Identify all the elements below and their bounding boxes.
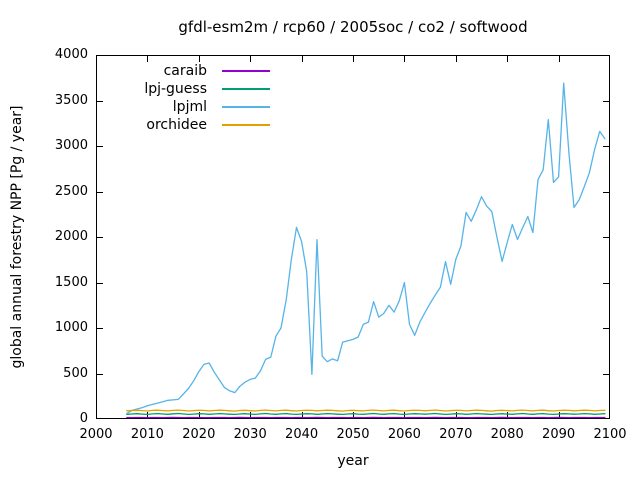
- x-axis-label: year: [337, 453, 369, 469]
- y-tick-label: 2000: [54, 229, 88, 244]
- legend-label-orchidee: orchidee: [146, 117, 207, 133]
- legend: caraib lpj-guess lpjml orchidee: [96, 62, 270, 134]
- legend-item-orchidee: orchidee: [96, 116, 270, 134]
- x-tick-label: 2080: [490, 427, 524, 442]
- y-axis-label: global annual forestry NPP [Pg / year]: [9, 105, 25, 369]
- y-tick-label: 1500: [54, 274, 88, 290]
- x-tick-label: 2010: [130, 427, 164, 442]
- legend-line-lpjml-icon: [222, 106, 270, 108]
- x-tick-label: 2040: [285, 427, 319, 442]
- chart-title: gfdl-esm2m / rcp60 / 2005soc / co2 / sof…: [178, 18, 528, 36]
- x-tick-label: 2070: [439, 427, 473, 442]
- y-tick-label: 3000: [54, 138, 88, 153]
- legend-line-orchidee-icon: [222, 124, 270, 126]
- x-tick-label: 2100: [593, 427, 627, 442]
- legend-item-caraib: caraib: [96, 62, 270, 80]
- y-tick-label: 3500: [54, 92, 88, 108]
- y-tick-label: 2500: [54, 183, 88, 199]
- plot-svg: [96, 55, 610, 419]
- y-tick-label: 1000: [54, 320, 88, 335]
- y-tick-label: 500: [63, 365, 88, 381]
- x-tick-label: 2030: [233, 427, 267, 442]
- y-tick-label: 0: [79, 411, 88, 426]
- y-tick-label: 4000: [54, 47, 88, 62]
- x-tick-label: 2090: [542, 427, 576, 442]
- legend-item-lpjml: lpjml: [96, 98, 270, 116]
- x-tick-label: 2050: [336, 427, 370, 442]
- legend-item-lpj-guess: lpj-guess: [96, 80, 270, 98]
- x-tick-label: 2020: [182, 427, 216, 442]
- x-tick-label: 2000: [79, 427, 113, 442]
- legend-label-lpj-guess: lpj-guess: [144, 81, 207, 97]
- legend-line-lpj-guess-icon: [222, 88, 270, 90]
- legend-label-caraib: caraib: [163, 63, 207, 79]
- x-tick-label: 2060: [387, 427, 421, 442]
- legend-label-lpjml: lpjml: [172, 99, 207, 115]
- legend-line-caraib-icon: [222, 70, 270, 72]
